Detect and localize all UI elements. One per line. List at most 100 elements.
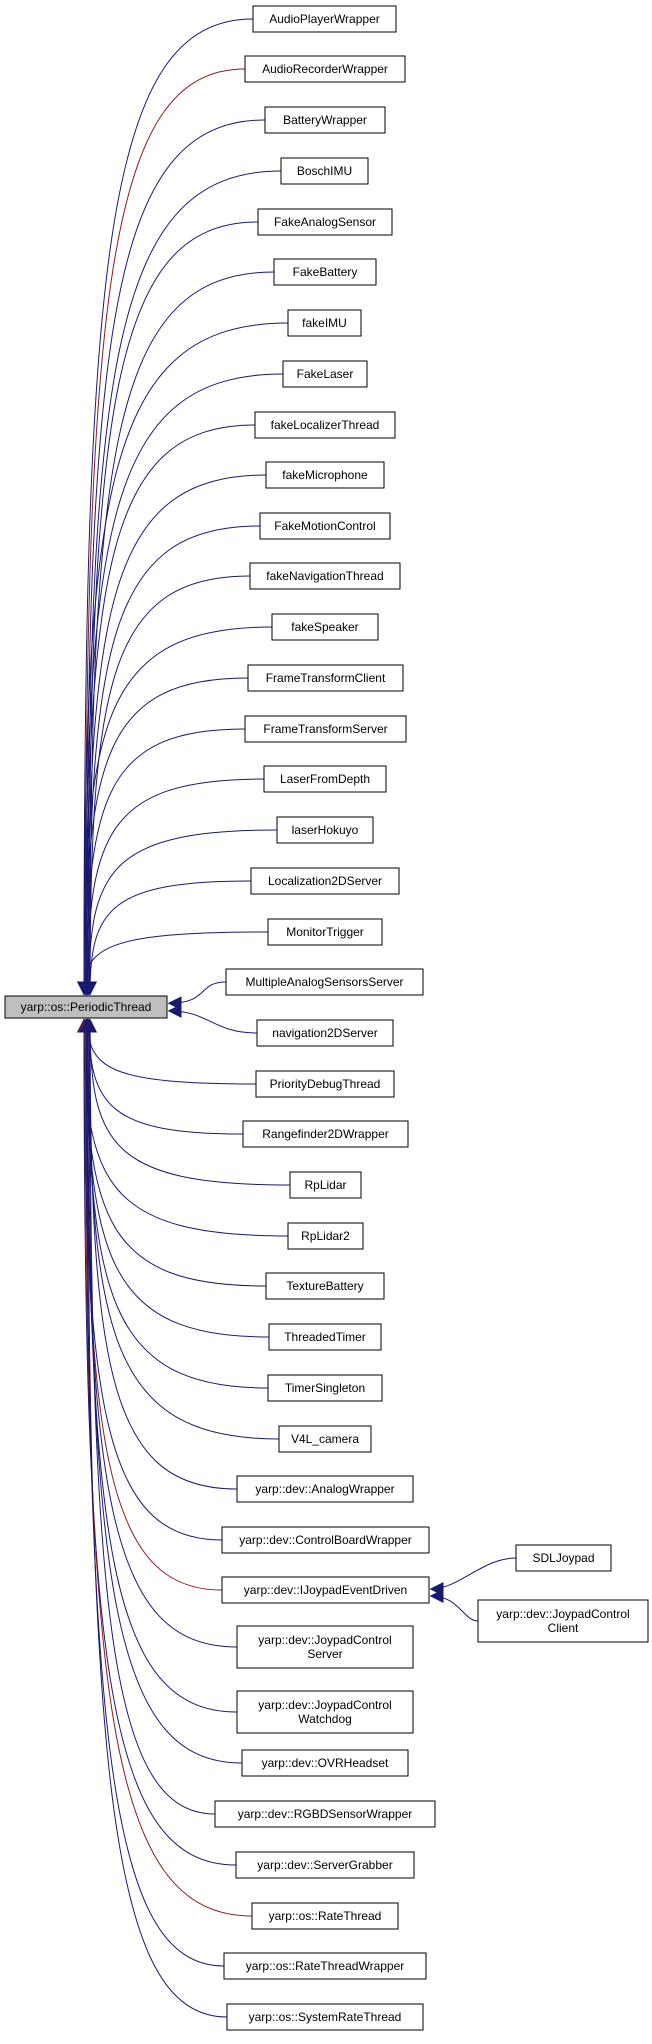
edge-3 (80, 170, 282, 996)
class-node-box (242, 1120, 409, 1148)
class-node-box (255, 1070, 395, 1098)
root-class-node[interactable]: yarp::os::PeriodicThread (4, 995, 168, 1019)
class-node[interactable]: yarp::os::SystemRateThread (226, 2003, 424, 2031)
edge-2 (79, 119, 266, 996)
class-node-label: FakeAnalogSensor (274, 215, 376, 229)
edge-18 (77, 931, 269, 996)
class-node-label: TextureBattery (286, 1279, 363, 1293)
class-node-label: fakeMicrophone (282, 468, 368, 482)
class-node[interactable]: laserHokuyo (276, 816, 374, 844)
class-node[interactable]: FrameTransformServer (244, 715, 407, 743)
edge-15 (80, 778, 265, 996)
class-node[interactable]: yarp::os::RateThreadWrapper (223, 1952, 427, 1980)
class-node-label: FrameTransformClient (266, 671, 386, 685)
class-node[interactable]: TimerSingleton (267, 1374, 383, 1402)
class-node-box (244, 55, 406, 83)
class-node[interactable]: AudioPlayerWrapper (252, 5, 397, 33)
class-node[interactable]: fakeIMU (287, 309, 362, 337)
class-node-label: yarp::dev::IJoypadEventDriven (244, 1583, 407, 1597)
class-node[interactable]: LaserFromDepth (263, 765, 387, 793)
class-node[interactable]: PriorityDebugThread (255, 1070, 395, 1098)
class-node[interactable]: TextureBattery (265, 1272, 385, 1300)
class-node[interactable]: Localization2DServer (250, 867, 400, 895)
class-node[interactable]: FakeLaser (282, 360, 368, 388)
class-node-label: navigation2DServer (272, 1026, 377, 1040)
edge-28 (81, 1018, 280, 1440)
class-node[interactable]: yarp::os::RateThread (251, 1902, 399, 1930)
class-node[interactable]: RpLidar (289, 1171, 362, 1199)
class-node-label: MonitorTrigger (286, 925, 364, 939)
class-node-label: LaserFromDepth (280, 772, 370, 786)
edge-0 (77, 18, 254, 996)
class-node[interactable]: BoschIMU (280, 157, 369, 185)
class-node-label: yarp::dev::ControlBoardWrapper (239, 1533, 412, 1547)
class-node[interactable]: Rangefinder2DWrapper (242, 1120, 409, 1148)
class-node[interactable]: fakeLocalizerThread (254, 411, 396, 439)
class-node-box (247, 664, 404, 692)
class-node[interactable]: navigation2DServer (256, 1019, 394, 1047)
class-node-label: BatteryWrapper (283, 113, 367, 127)
class-node[interactable]: yarp::dev::ControlBoardWrapper (221, 1526, 430, 1554)
class-node-label: PriorityDebugThread (270, 1077, 381, 1091)
edge-14 (79, 728, 246, 996)
class-node[interactable]: V4L_camera (278, 1425, 372, 1453)
class-node-box (254, 411, 396, 439)
edge-29 (83, 1018, 238, 1490)
class-node-box (235, 1851, 415, 1879)
class-node-box (225, 968, 424, 996)
class-node[interactable]: FakeBattery (273, 258, 377, 286)
class-node-label: Server (307, 1647, 342, 1661)
class-node-label: yarp::dev::JoypadControl (258, 1633, 391, 1647)
class-node-label: V4L_camera (291, 1432, 359, 1446)
class-node-box (278, 1425, 372, 1453)
edge-38 (79, 1018, 225, 1967)
edge-37 (78, 1018, 253, 1917)
class-node-label: TimerSingleton (285, 1381, 365, 1395)
class-node-box (214, 1800, 436, 1828)
class-node[interactable]: AudioRecorderWrapper (244, 55, 406, 83)
class-node[interactable]: yarp::dev::AnalogWrapper (236, 1475, 414, 1503)
class-node-label: AudioPlayerWrapper (269, 12, 380, 26)
class-node-box (265, 461, 385, 489)
edge-31 (78, 1018, 223, 1591)
class-node[interactable]: FakeMotionControl (259, 512, 391, 540)
subclass-node-label: Client (548, 1621, 579, 1635)
class-node[interactable]: MonitorTrigger (267, 918, 383, 946)
class-node[interactable]: MultipleAnalogSensorsServer (225, 968, 424, 996)
class-node[interactable]: yarp::dev::ServerGrabber (235, 1851, 415, 1879)
class-node[interactable]: fakeSpeaker (271, 613, 379, 641)
class-node[interactable]: yarp::dev::RGBDSensorWrapper (214, 1800, 436, 1828)
class-node-label: BoschIMU (297, 164, 352, 178)
class-node[interactable]: FakeAnalogSensor (257, 208, 393, 236)
class-node[interactable]: fakeMicrophone (265, 461, 385, 489)
class-node-label: yarp::dev::JoypadControl (258, 1698, 391, 1712)
class-node[interactable]: fakeNavigationThread (249, 562, 401, 590)
class-node-label: FakeBattery (293, 265, 358, 279)
class-node[interactable]: RpLidar2 (287, 1222, 364, 1250)
class-node-box (223, 1952, 427, 1980)
class-node[interactable]: yarp::dev::IJoypadEventDriven (221, 1576, 430, 1604)
class-node-box (244, 715, 407, 743)
class-node-label: yarp::dev::OVRHeadset (262, 1756, 389, 1770)
sub-edge-0 (429, 1557, 517, 1596)
edge-17 (83, 880, 252, 996)
class-node-box (287, 1222, 364, 1250)
class-node-box (236, 1625, 414, 1669)
class-node-box (257, 208, 393, 236)
class-node-label: FakeMotionControl (274, 519, 375, 533)
class-node[interactable]: yarp::dev::OVRHeadset (241, 1749, 409, 1777)
class-node[interactable]: ThreadedTimer (268, 1323, 382, 1351)
edge-12 (77, 626, 273, 996)
class-node[interactable]: BatteryWrapper (264, 106, 386, 134)
class-node-label: Rangefinder2DWrapper (262, 1127, 389, 1141)
class-node-box (221, 1526, 430, 1554)
edge-10 (81, 525, 261, 996)
class-node-box (236, 1690, 414, 1734)
class-node[interactable]: FrameTransformClient (247, 664, 404, 692)
subclass-node-label: SDLJoypad (532, 1551, 594, 1565)
subclass-node[interactable]: SDLJoypad (515, 1544, 612, 1572)
